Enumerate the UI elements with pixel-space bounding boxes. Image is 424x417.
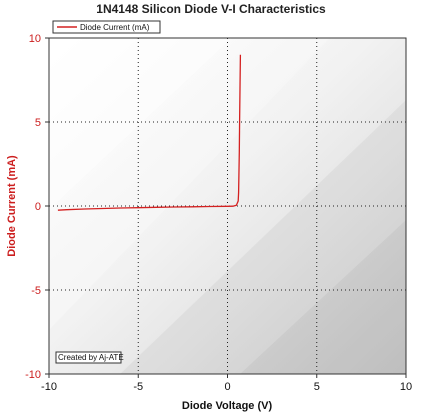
- credit-box: [55, 351, 122, 364]
- series-line-0: [57, 54, 242, 211]
- y-tick-label-0: 10: [29, 33, 41, 45]
- credit-text: Created by Aj-ATE: [58, 353, 124, 362]
- credit-note: Created by Aj-ATE: [55, 351, 124, 364]
- y-tick-label-1: 5: [35, 117, 41, 129]
- y-tick-label-4: -10: [25, 369, 41, 381]
- y-axis-label: Diode Current (mA): [6, 155, 18, 257]
- chart-title: 1N4148 Silicon Diode V-I Characteristics: [96, 2, 326, 16]
- legend-box: [52, 20, 161, 34]
- x-tick-label-0: -10: [41, 381, 57, 393]
- y-tick-label-3: -5: [31, 285, 41, 297]
- series-layer: [57, 54, 242, 211]
- x-axis-label: Diode Voltage (V): [182, 400, 273, 412]
- y-tick-label-2: 0: [35, 201, 41, 213]
- x-axis-ticks: -10 -5 0 5 10: [41, 374, 412, 393]
- legend: Diode Current (mA): [52, 20, 161, 34]
- legend-label: Diode Current (mA): [80, 23, 150, 32]
- background-bands: [49, 38, 406, 374]
- x-tick-label-2: 0: [224, 381, 230, 393]
- x-tick-label-4: 10: [400, 381, 412, 393]
- y-axis-ticks: 10 5 0 -5 -10: [25, 33, 49, 381]
- x-tick-label-1: -5: [133, 381, 143, 393]
- x-tick-label-3: 5: [314, 381, 320, 393]
